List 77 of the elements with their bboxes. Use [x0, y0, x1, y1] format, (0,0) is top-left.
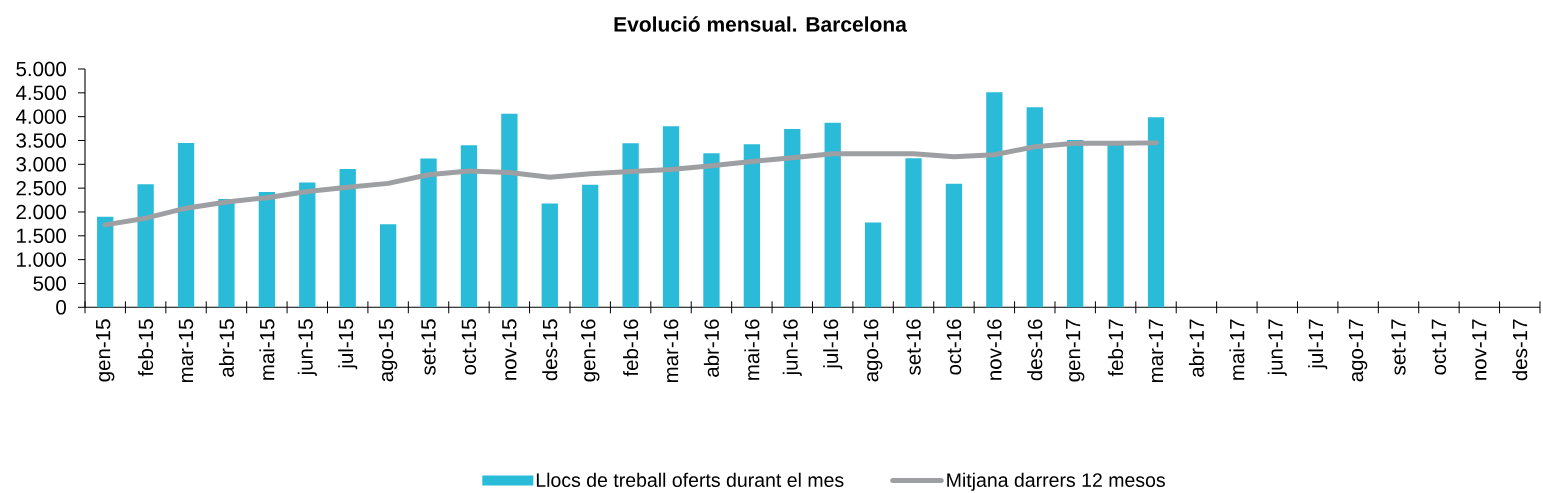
bar: [864, 222, 882, 308]
chart-title: Evolució mensual. Barcelona: [614, 16, 907, 32]
bar: [905, 158, 922, 308]
bar: [945, 183, 963, 308]
x-tick-label: jun-16: [782, 319, 802, 376]
x-tick-label: gen-17: [1066, 319, 1085, 382]
y-tick-label: 1.500: [17, 228, 66, 244]
bar: [460, 145, 478, 308]
bar: [824, 122, 841, 308]
y-tick-label: 2.000: [16, 204, 66, 220]
x-tick-label: jun-15: [297, 319, 317, 376]
x-tick-label: nov-17: [1472, 319, 1487, 380]
bar: [1107, 143, 1124, 308]
bar: [97, 216, 114, 308]
x-tick-label: abr-15: [218, 319, 234, 377]
x-tick-label: set-16: [906, 319, 921, 375]
x-tick-label: des-17: [1512, 319, 1528, 381]
bar: [379, 224, 397, 308]
x-tick-label: nov-16: [987, 319, 1002, 380]
x-tick-label: ago-17: [1348, 319, 1368, 382]
bar: [177, 142, 195, 308]
legend-label: Llocs de treball oferts durant el mes: [536, 472, 844, 487]
y-tick-label: 3.000: [16, 157, 66, 172]
x-tick-label: mar-16: [663, 319, 679, 383]
x-tick-label: des-16: [1027, 319, 1043, 381]
x-tick-label: mar-17: [1148, 319, 1164, 383]
x-tick-label: oct-16: [946, 319, 962, 375]
x-tick-label: des-15: [542, 319, 558, 381]
bar: [1026, 107, 1043, 308]
bar: [137, 184, 154, 308]
x-tick-label: ago-15: [378, 319, 398, 382]
bar: [1147, 117, 1165, 308]
x-tick-label: oct-15: [461, 319, 477, 375]
x-tick-label: jul-15: [338, 319, 358, 370]
y-tick-label: 3.500: [16, 133, 66, 148]
x-tick-label: ago-16: [863, 319, 883, 382]
y-tick-label: 1.000: [17, 252, 66, 267]
x-tick-label: abr-17: [1188, 319, 1204, 377]
x-tick-label: jul-17: [1308, 319, 1328, 370]
x-tick-label: nov-15: [502, 319, 517, 380]
bar: [339, 169, 356, 308]
bar: [420, 158, 437, 308]
y-tick-label: 0: [56, 300, 66, 315]
bar: [299, 182, 316, 308]
x-tick-label: gen-16: [580, 319, 600, 382]
x-tick-label: jun-17: [1267, 319, 1287, 376]
bar: [1067, 140, 1084, 308]
y-tick-label: 2.500: [16, 180, 66, 196]
y-tick-label: 5.000: [16, 61, 66, 77]
y-tick-label: 4.500: [15, 85, 66, 101]
x-tick-label: jul-16: [823, 319, 843, 370]
x-tick-label: mai-16: [744, 319, 760, 380]
bar: [501, 113, 518, 308]
bar: [784, 129, 801, 308]
x-tick-label: feb-16: [623, 319, 639, 377]
x-tick-label: mar-15: [178, 319, 194, 383]
bar: [743, 144, 761, 308]
x-tick-label: abr-16: [703, 319, 719, 377]
x-tick-label: feb-17: [1108, 319, 1124, 377]
y-tick-label: 500: [33, 276, 66, 291]
bar: [218, 199, 235, 308]
x-tick-label: oct-17: [1431, 319, 1447, 375]
x-tick-label: set-15: [421, 319, 436, 375]
x-tick-label: mai-17: [1229, 319, 1245, 380]
bar: [662, 126, 680, 308]
bar: [258, 191, 276, 308]
bar: [541, 203, 558, 308]
x-tick-label: set-17: [1391, 319, 1406, 375]
legend-label: Mitjana darrers 12 mesos: [947, 472, 1165, 491]
x-tick-label: gen-15: [96, 319, 115, 382]
x-tick-label: feb-15: [138, 319, 154, 377]
y-tick-label: 4.000: [15, 109, 66, 124]
bar: [582, 184, 599, 308]
bar: [986, 92, 1003, 308]
x-tick-label: mai-15: [259, 319, 275, 380]
bar: [622, 143, 639, 308]
bar: [703, 153, 720, 308]
